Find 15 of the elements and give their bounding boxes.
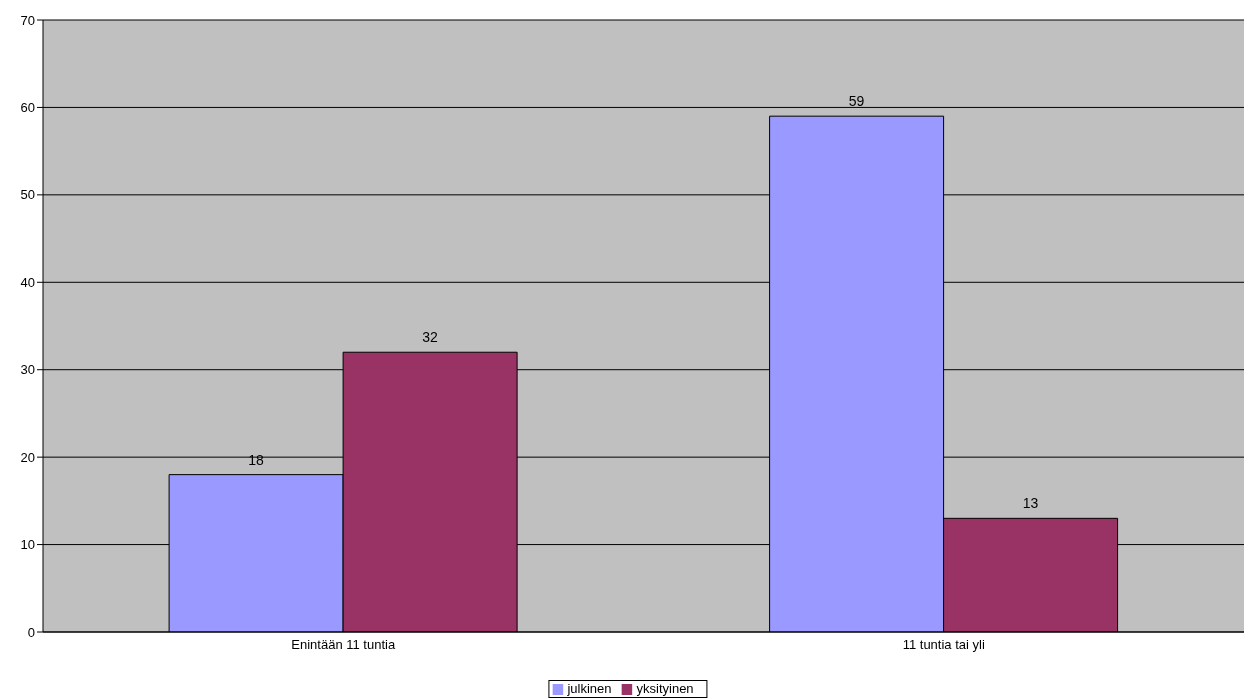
legend-label: julkinen	[567, 681, 612, 696]
x-tick-label: Enintään 11 tuntia	[291, 637, 396, 653]
y-tick-label: 0	[27, 624, 35, 640]
y-tick-label: 20	[20, 449, 35, 465]
x-tick-label: 11 tuntia tai yli	[902, 637, 985, 653]
legend-label: yksityinen	[636, 681, 694, 696]
y-tick-label: 40	[20, 274, 35, 290]
data-label: 59	[848, 93, 865, 110]
y-tick-label: 60	[20, 100, 35, 116]
y-tick-label: 70	[20, 12, 35, 28]
y-tick-label: 50	[20, 187, 35, 203]
y-tick-label: 30	[20, 362, 35, 378]
y-tick-label: 10	[20, 537, 35, 553]
data-label: 32	[422, 329, 439, 346]
data-label: 13	[1022, 495, 1039, 512]
